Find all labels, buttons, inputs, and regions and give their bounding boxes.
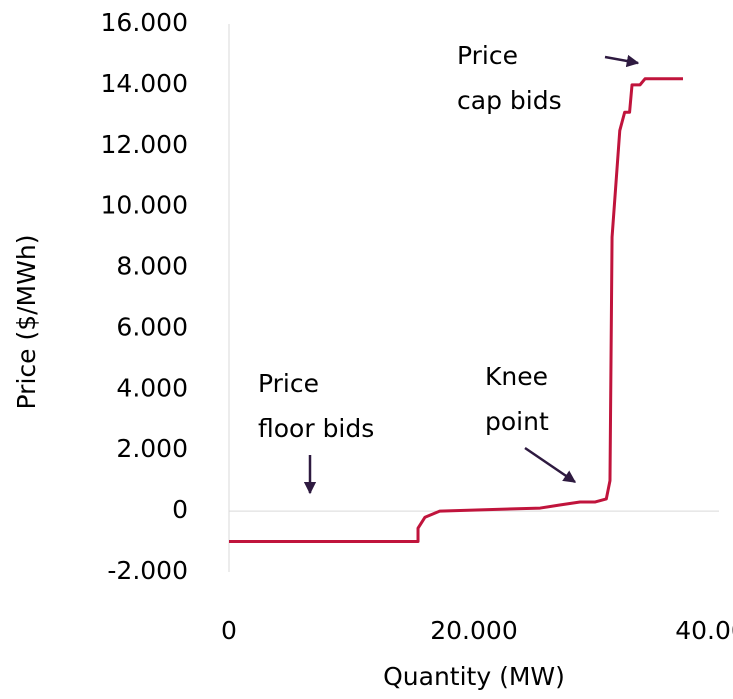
y-tick-label: 10.000 [101, 191, 188, 220]
arrow [524, 446, 577, 484]
y-tick-label: 16.000 [101, 8, 188, 37]
annotation: cap bids [457, 86, 562, 115]
y-tick-label: 12.000 [101, 130, 188, 159]
x-tick-label: 0 [221, 616, 237, 645]
y-tick-label: 4.000 [116, 373, 188, 402]
y-tick-label: -2.000 [107, 556, 188, 585]
arrow [604, 54, 640, 68]
x-tick-label: 20.000 [430, 616, 517, 645]
y-axis-label: Price ($/MWh) [12, 235, 41, 410]
y-tick-label: 14.000 [101, 69, 188, 98]
annotation: Price [258, 369, 319, 398]
x-tick-label: 40.000 [675, 616, 733, 645]
annotation: floor bids [258, 414, 374, 443]
y-tick-label: 8.000 [116, 252, 188, 281]
annotation: Price [457, 41, 518, 70]
y-tick-label: 6.000 [116, 312, 188, 341]
y-tick-label: 2.000 [116, 434, 188, 463]
line [229, 77, 683, 544]
annotation: Knee [485, 362, 548, 391]
annotation: point [485, 407, 549, 436]
x-axis-label: Quantity (MW) [383, 662, 565, 691]
y-tick-label: 0 [172, 495, 188, 524]
